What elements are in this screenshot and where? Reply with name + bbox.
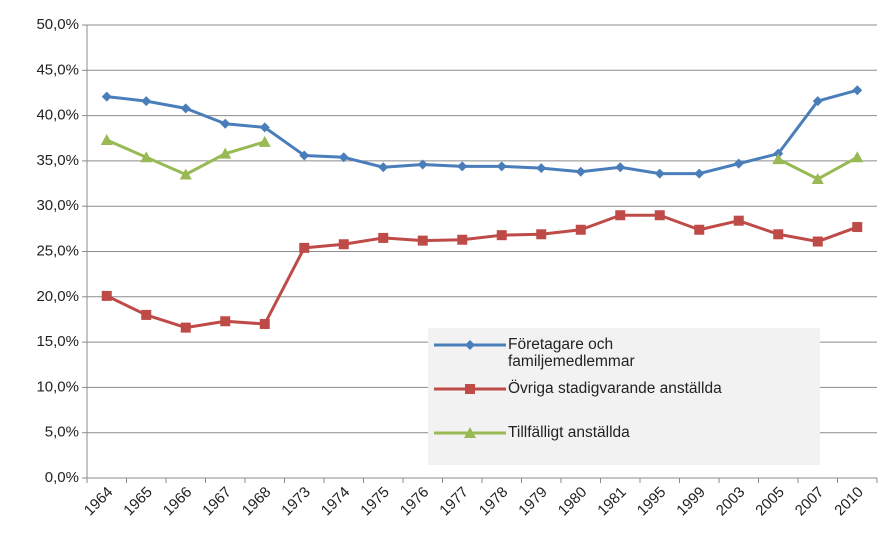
- data-point: [338, 152, 349, 163]
- data-point: [496, 230, 507, 241]
- legend-entry: Företagare och familjemedlemmar: [434, 336, 820, 380]
- data-point: [654, 168, 665, 179]
- series-line: [106, 213, 858, 330]
- y-tick-label: 20,0%: [36, 288, 79, 305]
- legend-swatch: [434, 427, 506, 438]
- data-point: [575, 166, 586, 177]
- data-point: [811, 173, 824, 185]
- data-point: [141, 96, 152, 107]
- y-tick-label: 40,0%: [36, 107, 79, 124]
- data-point: [378, 162, 389, 173]
- x-tick-label: 1995: [634, 484, 670, 520]
- x-tick-label: 2007: [792, 484, 828, 520]
- y-tick-label: 15,0%: [36, 333, 79, 350]
- data-point: [100, 134, 113, 146]
- y-tick-label: 25,0%: [36, 242, 79, 259]
- x-tick-label: 1977: [436, 484, 472, 520]
- data-point: [694, 224, 705, 235]
- legend: Företagare och familjemedlemmar Övriga st…: [428, 328, 820, 465]
- x-tick-label: 1981: [594, 484, 630, 520]
- y-tick-label: 35,0%: [36, 152, 79, 169]
- data-point: [457, 161, 468, 172]
- legend-swatch: [434, 384, 506, 394]
- y-tick-label: 0,0%: [45, 469, 79, 486]
- data-point: [259, 318, 270, 329]
- data-point: [733, 215, 744, 226]
- y-tick-label: 5,0%: [45, 424, 79, 441]
- data-point: [615, 162, 626, 173]
- data-point: [773, 229, 784, 240]
- x-tick-label: 1975: [357, 484, 393, 520]
- legend-label: Övriga stadigvarande anställda: [508, 380, 722, 397]
- legend-marker: [465, 384, 475, 394]
- data-point: [180, 322, 191, 333]
- series-line: [106, 88, 858, 176]
- x-tick-label: 1967: [199, 484, 235, 520]
- data-point: [812, 96, 823, 107]
- x-tick-label: 1965: [120, 484, 156, 520]
- x-tick-label: 1979: [515, 484, 551, 520]
- legend-label: Företagare och familjemedlemmar: [508, 336, 635, 370]
- legend-marker: [465, 340, 475, 350]
- data-point: [299, 150, 310, 161]
- data-point: [338, 239, 349, 250]
- legend-swatch: [434, 340, 506, 350]
- data-point: [179, 168, 192, 180]
- x-tick-label: 1974: [318, 484, 354, 520]
- x-tick-label: 2003: [713, 484, 749, 520]
- x-tick-label: 1999: [673, 484, 709, 520]
- y-tick-label: 30,0%: [36, 197, 79, 214]
- series-line: [106, 138, 858, 181]
- data-point: [180, 103, 191, 114]
- data-point: [457, 234, 468, 245]
- data-point: [101, 290, 112, 301]
- x-tick-label: 1973: [278, 484, 314, 520]
- data-point: [772, 153, 785, 165]
- data-point: [733, 158, 744, 169]
- data-point: [101, 91, 112, 102]
- data-point: [140, 151, 153, 163]
- x-tick-label: 1966: [160, 484, 196, 520]
- data-point: [812, 236, 823, 247]
- data-point: [259, 122, 270, 133]
- data-point: [654, 210, 665, 221]
- data-point: [536, 229, 547, 240]
- data-point: [417, 235, 428, 246]
- y-tick-label: 10,0%: [36, 378, 79, 395]
- data-point: [851, 151, 864, 163]
- data-point: [575, 224, 586, 235]
- data-point: [496, 161, 507, 172]
- x-tick-label: 1976: [397, 484, 433, 520]
- y-tick-label: 50,0%: [36, 16, 79, 33]
- x-tick-label: 2005: [752, 484, 788, 520]
- legend-entry: Övriga stadigvarande anställda: [434, 380, 820, 424]
- x-tick-label: 1968: [239, 484, 275, 520]
- x-tick-label: 2010: [831, 484, 867, 520]
- legend-entry: Tillfälligt anställda: [434, 424, 820, 468]
- x-tick-label: 1978: [476, 484, 512, 520]
- data-point: [852, 85, 863, 96]
- legend-marker: [464, 427, 476, 438]
- x-tick-label: 1964: [81, 484, 117, 520]
- data-point: [219, 147, 232, 159]
- data-point: [378, 232, 389, 243]
- data-point: [299, 242, 310, 253]
- data-point: [536, 163, 547, 174]
- x-tick-label: 1980: [555, 484, 591, 520]
- data-point: [258, 135, 271, 147]
- data-point: [615, 210, 626, 221]
- legend-label: Tillfälligt anställda: [508, 424, 630, 441]
- data-point: [141, 309, 152, 320]
- data-point: [852, 222, 863, 233]
- data-point: [417, 159, 428, 170]
- data-point: [220, 316, 231, 327]
- data-point: [694, 168, 705, 179]
- data-point: [220, 118, 231, 129]
- y-tick-label: 45,0%: [36, 61, 79, 78]
